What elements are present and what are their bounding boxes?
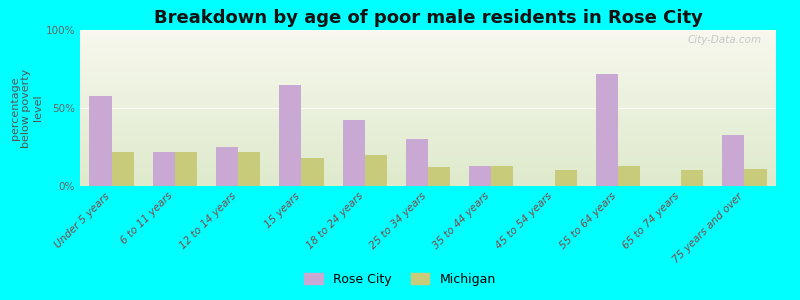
Title: Breakdown by age of poor male residents in Rose City: Breakdown by age of poor male residents … [154,9,702,27]
Legend: Rose City, Michigan: Rose City, Michigan [299,268,501,291]
Bar [302,158,323,186]
Bar [216,147,238,186]
Bar [554,170,577,186]
Bar [428,167,450,186]
Bar [744,169,766,186]
Bar [406,139,428,186]
Bar [681,170,703,186]
Bar [153,152,175,186]
Bar [596,74,618,186]
Bar [618,166,640,186]
Bar [491,166,514,186]
Bar [342,121,365,186]
Bar [175,152,197,186]
Text: City-Data.com: City-Data.com [688,35,762,45]
Y-axis label: percentage
below poverty
level: percentage below poverty level [10,68,43,148]
Bar [365,155,387,186]
Bar [112,152,134,186]
Bar [279,85,302,186]
Bar [469,166,491,186]
Bar [238,152,260,186]
Bar [722,134,744,186]
Bar [90,95,112,186]
